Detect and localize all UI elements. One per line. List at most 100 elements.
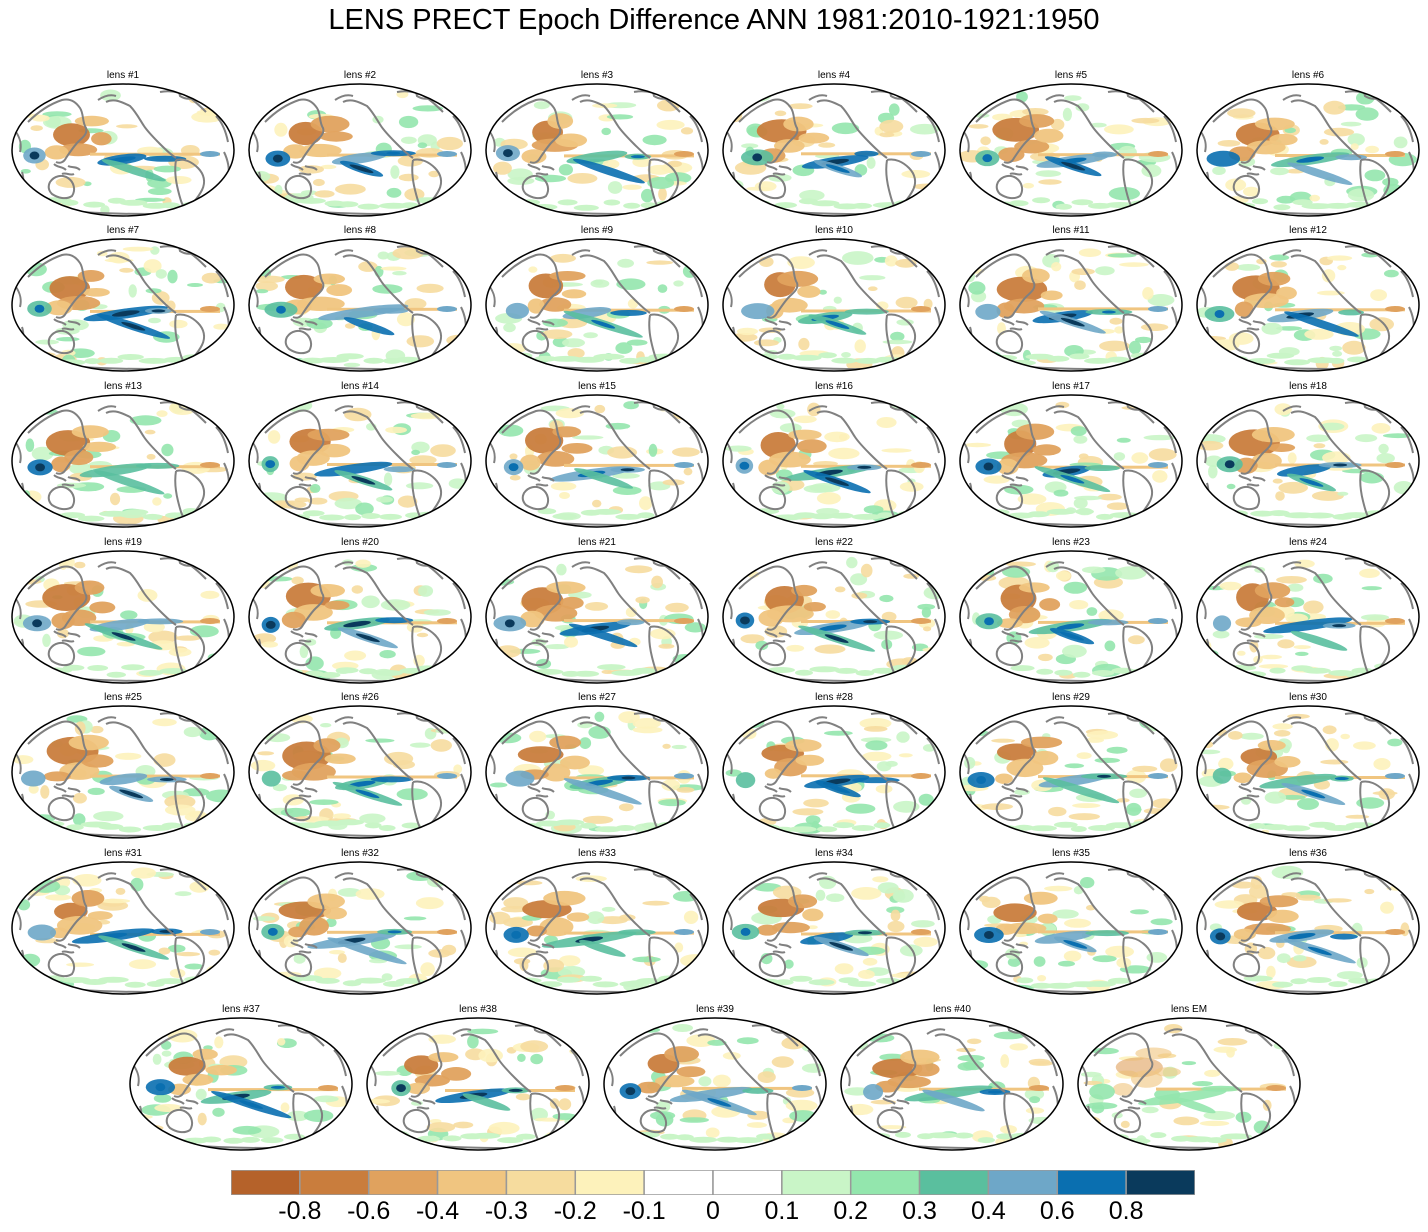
anomaly-patch <box>375 670 403 676</box>
anomaly-patch <box>1364 888 1375 895</box>
anomaly-patch <box>612 472 640 479</box>
anomaly-patch <box>90 152 220 156</box>
anomaly-patch <box>1015 423 1055 440</box>
anomaly-patch <box>396 1084 406 1093</box>
anomaly-patch <box>834 963 854 975</box>
anomaly-patch <box>1005 561 1036 567</box>
map-border <box>1196 238 1420 372</box>
anomaly-patch <box>329 950 345 955</box>
anomaly-patch <box>656 1100 671 1113</box>
anomaly-patch <box>674 462 694 468</box>
anomaly-patch <box>1319 422 1345 431</box>
coastline <box>521 329 550 355</box>
coastline <box>47 329 76 355</box>
anomaly-patch <box>545 644 570 650</box>
coastline <box>764 474 792 487</box>
anomaly-patch <box>1211 977 1230 984</box>
panel-label: lens #35 <box>1052 848 1090 859</box>
anomaly-patch <box>786 644 805 652</box>
anomaly-patch <box>579 975 602 982</box>
coastline <box>1001 941 1029 954</box>
anomaly-patch <box>1060 317 1085 327</box>
panel-label: lens #26 <box>341 692 379 703</box>
anomaly-patch <box>504 619 515 628</box>
anomaly-patch <box>682 408 707 420</box>
coastline <box>527 941 555 954</box>
anomaly-patch <box>799 189 825 201</box>
map-border <box>722 550 946 684</box>
anomaly-patch <box>735 772 756 789</box>
anomaly-patch <box>1265 1133 1295 1140</box>
anomaly-patch <box>970 517 983 522</box>
anomaly-patch <box>174 891 192 897</box>
map-projection <box>1196 550 1420 684</box>
anomaly-patch <box>877 512 894 519</box>
anomaly-patch <box>825 610 841 619</box>
anomaly-patch <box>66 824 84 831</box>
anomaly-patch <box>316 1137 346 1144</box>
coastline <box>1212 98 1273 164</box>
colorbar-box <box>712 1170 783 1195</box>
anomaly-patch <box>1053 821 1078 828</box>
coastline <box>53 630 81 643</box>
anomaly-patch <box>412 105 444 112</box>
anomaly-patch <box>707 1098 732 1107</box>
anomaly-patch <box>674 151 694 157</box>
anomaly-patch <box>615 513 642 520</box>
anomaly-patch <box>656 119 685 130</box>
coastline <box>1119 1097 1147 1110</box>
anomaly-patch <box>672 668 705 675</box>
anomaly-patch <box>1063 940 1088 949</box>
anomaly-patch <box>1341 512 1371 519</box>
map-panel: lens #39 <box>602 1004 828 1154</box>
anomaly-patch <box>20 169 31 174</box>
panel-label: lens #4 <box>817 70 851 81</box>
colorbar-tick-label: 0.3 <box>902 1197 937 1225</box>
anomaly-patch <box>417 1135 440 1142</box>
anomaly-patch <box>1000 1054 1010 1068</box>
anomaly-patch <box>1276 576 1307 584</box>
anomaly-patch <box>801 1063 826 1073</box>
anomaly-patch <box>249 403 279 411</box>
anomaly-patch <box>1075 103 1090 112</box>
coastline <box>171 1097 199 1110</box>
anomaly-patch <box>826 893 845 902</box>
anomaly-patch <box>1250 875 1263 890</box>
anomaly-patch <box>631 667 657 674</box>
ocean-background <box>249 706 471 838</box>
anomaly-patch <box>1209 359 1228 366</box>
anomaly-patch <box>1274 756 1301 768</box>
anomaly-patch <box>101 159 166 182</box>
anomaly-patch <box>1129 788 1147 798</box>
anomaly-patch <box>1086 730 1119 740</box>
anomaly-patch <box>881 611 897 622</box>
anomaly-patch <box>158 947 171 955</box>
coastline <box>342 410 414 470</box>
anomaly-patch <box>725 769 742 777</box>
anomaly-patch <box>355 559 371 568</box>
map-projection <box>485 705 709 839</box>
anomaly-patch <box>497 1137 524 1144</box>
colorbar <box>231 1170 1195 1195</box>
anomaly-patch <box>129 415 162 426</box>
anomaly-patch <box>803 484 833 493</box>
anomaly-patch <box>506 353 520 361</box>
anomaly-patch <box>1390 974 1405 980</box>
anomaly-patch <box>1227 108 1256 118</box>
anomaly-patch <box>825 164 850 173</box>
anomaly-patch <box>74 580 105 595</box>
anomaly-patch <box>922 647 945 653</box>
anomaly-patch <box>630 155 645 159</box>
anomaly-patch <box>896 731 910 743</box>
map-projection <box>248 238 472 372</box>
anomaly-patch <box>1010 665 1035 672</box>
anomaly-patch <box>767 667 795 673</box>
anomaly-patch <box>1090 122 1107 128</box>
colorbar-box <box>643 1170 714 1195</box>
anomaly-patch <box>1347 356 1369 363</box>
anomaly-patch <box>1313 443 1326 449</box>
anomaly-patch <box>1022 182 1034 189</box>
anomaly-patch <box>281 611 306 629</box>
anomaly-patch <box>1273 730 1291 737</box>
anomaly-patch <box>497 978 520 985</box>
